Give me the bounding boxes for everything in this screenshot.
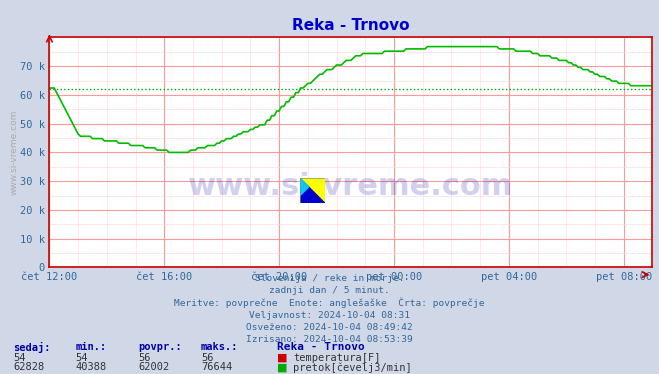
Y-axis label: www.si-vreme.com: www.si-vreme.com — [9, 110, 18, 195]
Text: 62002: 62002 — [138, 362, 169, 372]
Text: ■: ■ — [277, 362, 287, 372]
Text: 62828: 62828 — [13, 362, 44, 372]
Text: 56: 56 — [138, 353, 151, 362]
Text: 76644: 76644 — [201, 362, 232, 372]
Text: 54: 54 — [76, 353, 88, 362]
Text: sedaj:: sedaj: — [13, 341, 51, 353]
Text: povpr.:: povpr.: — [138, 342, 182, 352]
Text: pretok[čevelj3/min]: pretok[čevelj3/min] — [293, 362, 412, 373]
Text: Reka - Trnovo: Reka - Trnovo — [277, 342, 364, 352]
Text: min.:: min.: — [76, 342, 107, 352]
Polygon shape — [300, 178, 325, 203]
Text: maks.:: maks.: — [201, 342, 239, 352]
Title: Reka - Trnovo: Reka - Trnovo — [292, 18, 410, 33]
Text: www.si-vreme.com: www.si-vreme.com — [188, 172, 513, 202]
Text: Slovenija / reke in morje.
zadnji dan / 5 minut.
Meritve: povprečne  Enote: angl: Slovenija / reke in morje. zadnji dan / … — [174, 274, 485, 344]
Text: 40388: 40388 — [76, 362, 107, 372]
Text: 54: 54 — [13, 353, 26, 362]
Polygon shape — [300, 178, 325, 203]
Text: temperatura[F]: temperatura[F] — [293, 353, 381, 362]
Text: 56: 56 — [201, 353, 214, 362]
Text: ■: ■ — [277, 353, 287, 362]
Polygon shape — [300, 178, 308, 196]
